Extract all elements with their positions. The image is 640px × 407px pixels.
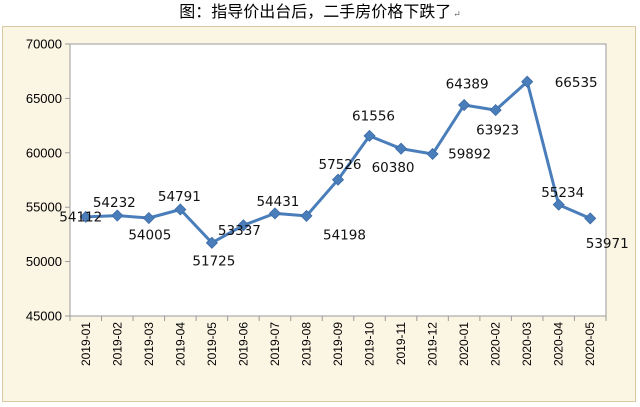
data-point [205, 236, 218, 249]
chart-title-text: 图：指导价出台后，二手房价格下跌了 [179, 2, 452, 21]
data-point [111, 209, 124, 222]
x-tick-label: 2020-03 [520, 322, 534, 366]
data-point [552, 198, 565, 211]
x-tick-label: 2020-01 [457, 322, 471, 366]
x-tick-label: 2019-08 [299, 322, 313, 366]
data-point [331, 173, 345, 186]
return-mark-icon: ↵ [453, 10, 461, 20]
data-label: 54198 [323, 227, 366, 243]
x-tick-label: 2019-01 [79, 322, 93, 366]
data-label: 55234 [541, 185, 584, 201]
data-point [174, 203, 187, 216]
x-axis: 2019-01 2019-02 2019-03 2019-04 2019-05 2019-… [69, 316, 607, 366]
data-point [394, 142, 408, 155]
chart-title: 图：指导价出台后，二手房价格下跌了 ↵ [0, 0, 640, 24]
y-tick-label: 55000 [26, 200, 62, 215]
data-point [458, 98, 471, 112]
data-label: 63923 [476, 123, 519, 139]
data-label: 54112 [59, 209, 102, 225]
data-point [426, 147, 439, 161]
data-label: 53337 [218, 223, 261, 239]
data-label: 54791 [158, 189, 201, 205]
x-tick-label: 2019-04 [173, 322, 187, 366]
data-point [521, 75, 534, 88]
y-axis: 70000 65000 60000 55000 50000 45000 [26, 37, 70, 324]
data-point [363, 129, 376, 142]
x-tick-label: 2020-04 [552, 322, 566, 366]
data-label: 54005 [128, 228, 171, 244]
x-tick-label: 2019-12 [426, 322, 440, 366]
x-tick-label: 2019-11 [394, 322, 408, 365]
data-label: 53971 [586, 236, 629, 252]
data-point [142, 211, 155, 225]
x-tick-label: 2019-06 [236, 322, 250, 366]
x-tick-label: 2019-09 [331, 322, 345, 366]
x-tick-label: 2019-05 [205, 322, 219, 366]
y-tick-label: 60000 [26, 145, 62, 160]
data-label: 61556 [352, 108, 395, 124]
data-label: 60380 [372, 160, 415, 176]
data-point [268, 207, 282, 220]
x-tick-label: 2019-07 [268, 322, 282, 366]
data-label: 51725 [192, 253, 235, 269]
x-tick-label: 2019-03 [142, 322, 156, 366]
y-tick-label: 45000 [26, 309, 62, 324]
series-layer [79, 75, 597, 249]
data-point [584, 212, 597, 225]
data-point [489, 104, 502, 117]
x-tick-label: 2019-02 [110, 322, 124, 366]
y-tick-label: 70000 [26, 37, 62, 52]
x-tick-label: 2019-10 [363, 322, 377, 366]
data-label: 57526 [319, 157, 362, 173]
data-label: 54431 [256, 194, 299, 210]
x-tick-label: 2020-05 [583, 322, 597, 366]
data-point [79, 210, 92, 223]
y-tick-label: 50000 [26, 254, 62, 269]
data-label: 64389 [446, 77, 489, 93]
y-tick-label: 65000 [26, 91, 62, 106]
data-label: 66535 [555, 75, 598, 91]
x-tick-label: 2020-02 [489, 322, 503, 366]
data-label: 59892 [448, 146, 491, 162]
data-point [300, 209, 313, 222]
data-point [237, 219, 250, 232]
data-label: 54232 [93, 195, 136, 211]
